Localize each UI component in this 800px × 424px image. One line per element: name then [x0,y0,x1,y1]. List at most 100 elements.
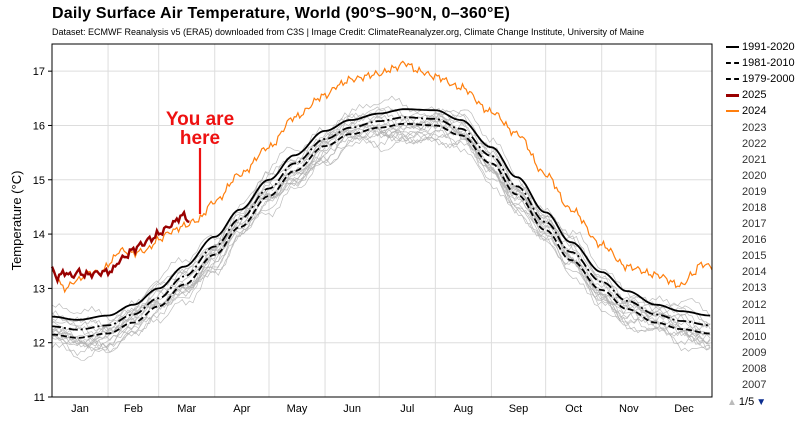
legend-item[interactable]: 2008 [726,361,800,377]
month-label: Dec [674,403,694,415]
legend-item[interactable]: 1979-2000 [726,71,800,87]
legend-label: 2010 [742,330,767,343]
legend-label: 2007 [742,379,767,392]
legend-label: 2017 [742,218,767,231]
legend-swatch [726,110,739,113]
year-line-2012 [51,120,711,357]
legend-swatch [726,93,739,97]
legend-label: 2013 [742,282,767,295]
annotation-line-1: You are [166,109,234,130]
month-label: Jul [400,403,414,415]
series-line-1991-2020 [51,108,711,321]
page-indicator: 1/5 [738,396,755,408]
legend-label: 2023 [742,121,767,134]
dataset-credit: Dataset: ECMWF Reanalysis v5 (ERA5) down… [52,27,645,37]
legend-item[interactable]: 2020 [726,168,800,184]
legend-item[interactable]: 2024 [726,103,800,119]
month-label: Apr [233,403,250,415]
year-line-2023 [51,95,711,322]
page-up-icon[interactable]: ▲ [727,396,737,408]
legend-item[interactable]: 2012 [726,297,800,313]
legend-label: 2016 [742,234,767,247]
legend: 1991-2020 1981-2010 1979-2000 2025 2024 2023 2… [726,39,800,393]
y-tick-label: 16 [33,120,45,132]
month-label: Feb [124,403,143,415]
year-line-2015 [51,114,711,348]
month-label: Nov [619,403,639,415]
y-tick-label: 14 [33,229,45,241]
series-line-2025 [50,209,190,285]
y-tick-label: 12 [33,338,45,350]
legend-label: 1991-2020 [742,41,795,54]
legend-item[interactable]: 2015 [726,248,800,264]
year-line-2020 [51,106,711,332]
series-line-1981-2010 [52,116,711,331]
series-lines [50,60,713,339]
chart-title: Daily Surface Air Temperature, World (90… [52,5,511,22]
month-label: Oct [565,403,582,415]
year-line-2014 [51,123,711,349]
legend-item[interactable]: 2010 [726,329,800,345]
legend-item[interactable]: 2018 [726,200,800,216]
legend-swatch [726,62,739,65]
legend-label: 2024 [742,105,767,118]
legend-label: 1979-2000 [742,73,795,86]
month-label: Jun [343,403,361,415]
legend-label: 2022 [742,137,767,150]
legend-item[interactable]: 2021 [726,152,800,168]
month-label: Jan [71,403,89,415]
background-years [51,95,711,361]
legend-item[interactable]: 2022 [726,136,800,152]
y-axis-label: Temperature (°C) [9,171,24,271]
legend-label: 2019 [742,185,767,198]
axes: 11 12 13 14 15 16 17 Temperature (°C) Jan Feb Mar A… [9,43,713,415]
month-label: Sep [509,403,529,415]
legend-item[interactable]: 2023 [726,119,800,135]
legend-pager: ▲ 1/5 ▼ [727,396,766,408]
legend-item[interactable]: 2014 [726,264,800,280]
legend-label: 2020 [742,169,767,182]
legend-label: 2011 [742,314,766,327]
legend-item[interactable]: 2011 [726,313,800,329]
legend-item[interactable]: 2016 [726,232,800,248]
annotation-line-2: here [180,128,220,149]
annotation: You are here [166,109,234,214]
plot-frame [51,43,713,398]
y-tick-label: 17 [33,66,45,78]
year-line-2016 [51,106,711,332]
legend-label: 2015 [742,250,767,263]
month-label: Mar [177,403,196,415]
year-line-2008 [51,130,711,361]
legend-item[interactable]: 2019 [726,184,800,200]
legend-label: 2018 [742,201,767,214]
month-label: May [287,403,308,415]
legend-label: 1981-2010 [742,57,795,70]
legend-item[interactable]: 2013 [726,280,800,296]
legend-item[interactable]: 2009 [726,345,800,361]
legend-swatch [726,46,739,49]
y-tick-label: 13 [33,283,45,295]
legend-label: 2014 [742,266,767,279]
legend-label: 2009 [742,346,767,359]
legend-label: 2025 [742,89,767,102]
legend-swatch [726,78,739,81]
legend-item[interactable]: 2007 [726,377,800,393]
legend-item[interactable]: 2017 [726,216,800,232]
year-line-2021 [51,115,711,345]
y-tick-label: 11 [34,392,45,404]
month-label: Aug [454,403,474,415]
legend-label: 2021 [742,153,767,166]
legend-item[interactable]: 1991-2020 [726,39,800,55]
legend-item[interactable]: 2025 [726,87,800,103]
series-line-2024 [51,60,713,294]
y-tick-label: 15 [33,175,45,187]
grid [51,44,713,398]
year-line-2018 [51,111,711,346]
legend-label: 2008 [742,362,767,375]
year-line-2022 [51,114,711,339]
page-down-icon[interactable]: ▼ [756,396,767,408]
legend-label: 2012 [742,298,767,311]
legend-item[interactable]: 1981-2010 [726,55,800,71]
series-line-1979-2000 [51,122,711,339]
